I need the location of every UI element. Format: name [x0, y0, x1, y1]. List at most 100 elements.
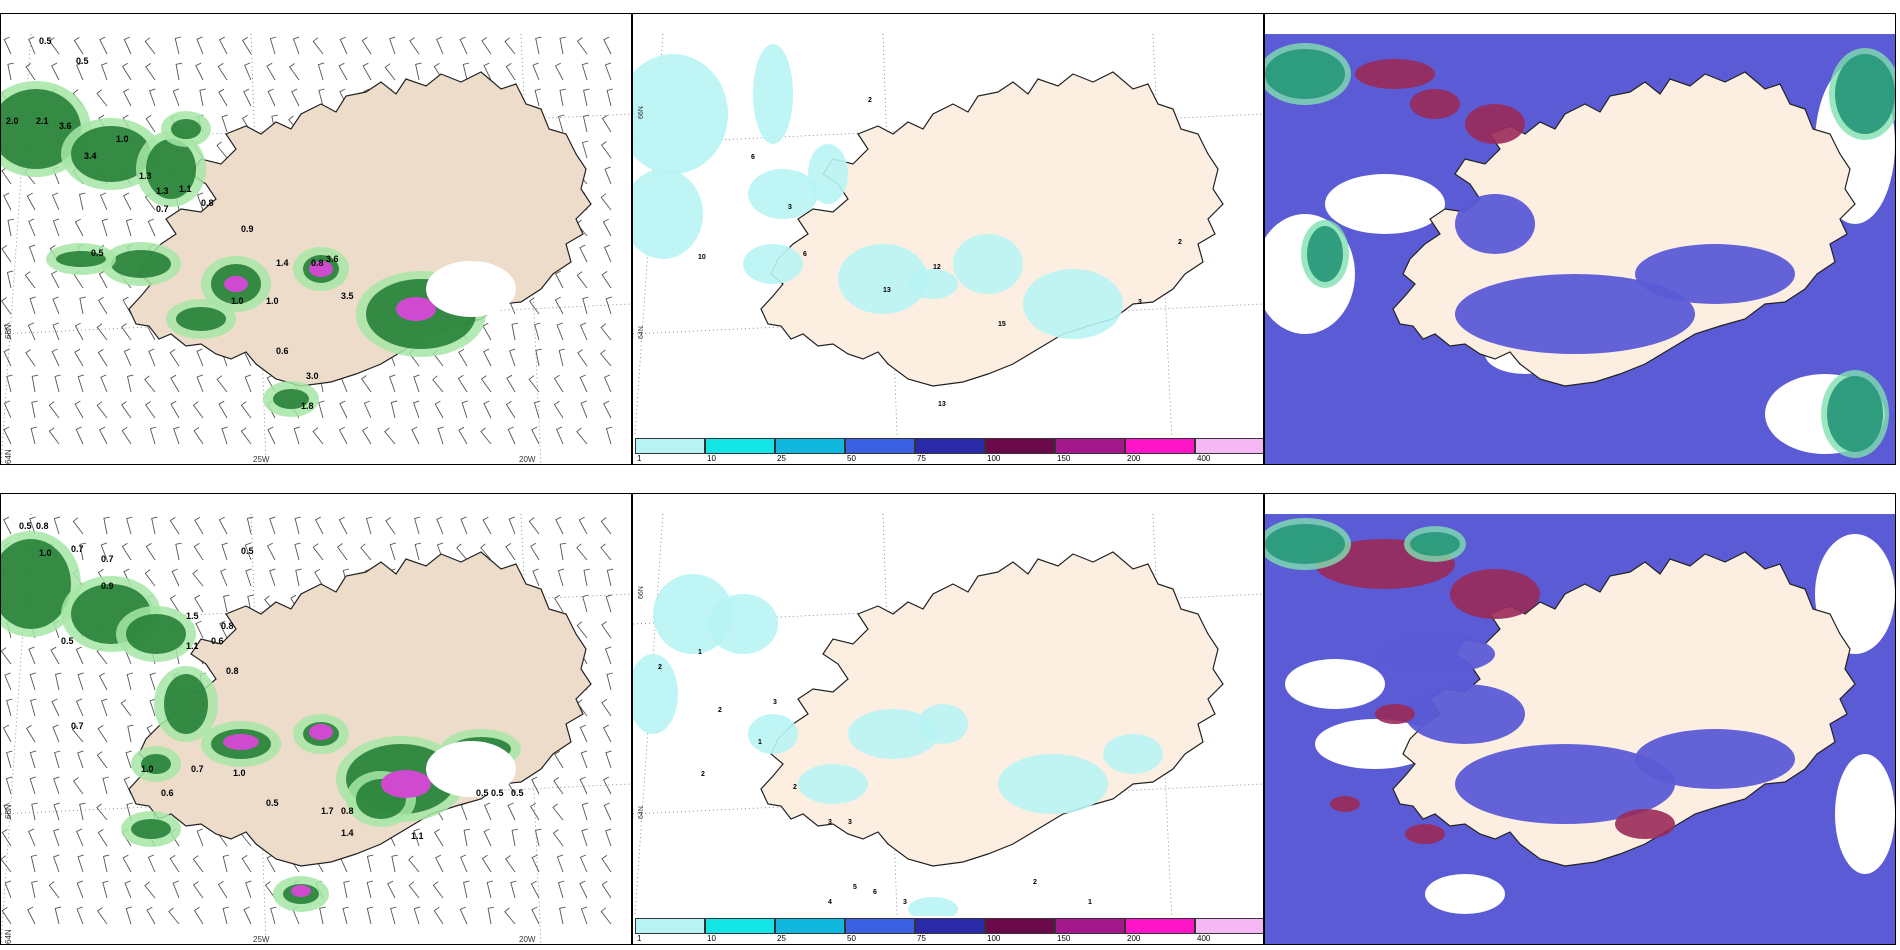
- precip-value-label: 3.4: [84, 151, 97, 161]
- axis-label: 66N: [4, 324, 13, 339]
- colorbar-segment: [1195, 438, 1263, 454]
- precip-heavy-area: [1, 539, 71, 629]
- precip-area: [633, 654, 678, 734]
- colorbar-segment: [1125, 918, 1195, 934]
- colorbar-tick-label: 10: [707, 454, 716, 463]
- precip-value-label: 1.0: [266, 296, 279, 306]
- precip-area: [953, 234, 1023, 294]
- precip-colorbar: 1 10 25 50 75 100 150 200 400: [633, 436, 1263, 464]
- colorbar-segment: [705, 438, 775, 454]
- axis-label: 66N: [638, 586, 645, 599]
- colorbar-tick-label: 1: [637, 454, 642, 463]
- precip-area: [908, 897, 958, 921]
- precip-value-label: 6: [751, 154, 755, 161]
- precip-value-label: 0.5: [61, 636, 74, 646]
- precip-value-label: 0.7: [156, 204, 169, 214]
- low-cloud-area: [1635, 244, 1795, 304]
- precip-area: [918, 704, 968, 744]
- precip-intense-area: [381, 770, 431, 798]
- high-cloud-area: [1307, 226, 1343, 282]
- low-cloud-area: [1455, 274, 1695, 354]
- precip-value-label: 0.8: [341, 806, 354, 816]
- colorbar-segment: [915, 918, 985, 934]
- precip-value-label: 3.6: [59, 121, 72, 131]
- precip-area: [633, 54, 728, 174]
- mid-cloud-area: [1405, 824, 1445, 844]
- panel-header: [1, 14, 631, 34]
- precip-value-label: 0.5: [266, 798, 279, 808]
- precip-value-label: 2: [718, 707, 722, 714]
- precip-area: [633, 169, 703, 259]
- precip-area: [1103, 734, 1163, 774]
- precip-value-label: 3: [773, 699, 777, 706]
- panel-wind-uwc: 0.5 0.8 1.0 0.7 0.7 0.5 0.9 1.5 0.8 0.6 1.1 0.8 0.5 0…: [0, 493, 632, 945]
- high-cloud-area: [1265, 49, 1345, 99]
- colorbar-tick-label: 25: [777, 934, 786, 943]
- precip-area: [998, 754, 1108, 814]
- precip-intense-area: [309, 261, 333, 277]
- precip-value-label: 0.5: [241, 546, 254, 556]
- low-cloud-area: [1375, 634, 1495, 674]
- precip-value-label: 13: [938, 401, 946, 408]
- precip-value-label: 0.8: [311, 258, 324, 268]
- land-outline: [760, 71, 1224, 387]
- precip-value-label: 10: [698, 254, 706, 261]
- precip-value-label: 5: [853, 884, 857, 891]
- precip-value-label: 1.3: [156, 186, 169, 196]
- panel-header: [1265, 14, 1895, 34]
- precip-value-label: 0.8: [221, 621, 234, 631]
- precip-area: [798, 764, 868, 804]
- precip-value-label: 0.6: [211, 636, 224, 646]
- colorbar-segment: [705, 918, 775, 934]
- colorbar-segment: [985, 918, 1055, 934]
- precip-heavy-area: [71, 126, 151, 182]
- precip-heavy-area: [56, 251, 106, 267]
- precip-value-label: 3: [788, 204, 792, 211]
- colorbar-tick-label: 150: [1057, 454, 1071, 463]
- high-cloud-area: [1827, 376, 1883, 452]
- colorbar-segment: [775, 918, 845, 934]
- precip-value-label: 0.7: [101, 554, 114, 564]
- colorbar-segment: [635, 438, 705, 454]
- precip-heavy-area: [1, 89, 81, 169]
- precip-value-label: 0.7: [71, 721, 84, 731]
- axis-label: 20W: [519, 935, 536, 944]
- precip-value-label: 2: [793, 784, 797, 791]
- precip-value-label: 12: [933, 264, 941, 271]
- panel-header: [633, 14, 1263, 34]
- precip-value-label: 0.5: [476, 788, 489, 798]
- precip-value-label: 0.5: [19, 521, 32, 531]
- clear-sky-area: [1425, 874, 1505, 914]
- colorbar-segment: [1055, 918, 1125, 934]
- colorbar-segment: [915, 438, 985, 454]
- precip-value-label: 1.1: [411, 831, 424, 841]
- panel-header: [633, 494, 1263, 514]
- colorbar-tick-label: 200: [1127, 934, 1141, 943]
- precip-value-label: 1.4: [276, 258, 289, 268]
- colorbar-segment: [635, 918, 705, 934]
- precip-value-label: 1.3: [139, 171, 152, 181]
- colorbar-tick-label: 400: [1197, 934, 1211, 943]
- axis-label: 20W: [519, 455, 536, 464]
- colorbar-tick-label: 200: [1127, 454, 1141, 463]
- precip-value-label: 3.5: [341, 291, 354, 301]
- precip-area: [848, 709, 938, 759]
- mid-cloud-area: [1465, 104, 1525, 144]
- precip-area: [1023, 269, 1123, 339]
- precip-heavy-area: [176, 307, 226, 331]
- mid-cloud-area: [1330, 796, 1360, 812]
- precip-value-label: 3: [848, 819, 852, 826]
- precip-value-label: 2: [1033, 879, 1037, 886]
- precip-area: [743, 244, 803, 284]
- precip-value-label: 1.1: [186, 641, 199, 651]
- axis-label: 64N: [4, 449, 13, 464]
- precip-area: [748, 169, 818, 219]
- axis-label: 25W: [253, 455, 270, 464]
- panel-precip-uwc: 2123122335463122166N64N11025507510015020…: [632, 493, 1264, 945]
- precip-value-label: 3: [828, 819, 832, 826]
- precip-area: [838, 244, 928, 314]
- mid-cloud-area: [1355, 59, 1435, 89]
- panel-cloud-uwc: [1264, 493, 1896, 945]
- low-cloud-area: [1405, 684, 1525, 744]
- colorbar-tick-label: 100: [987, 934, 1001, 943]
